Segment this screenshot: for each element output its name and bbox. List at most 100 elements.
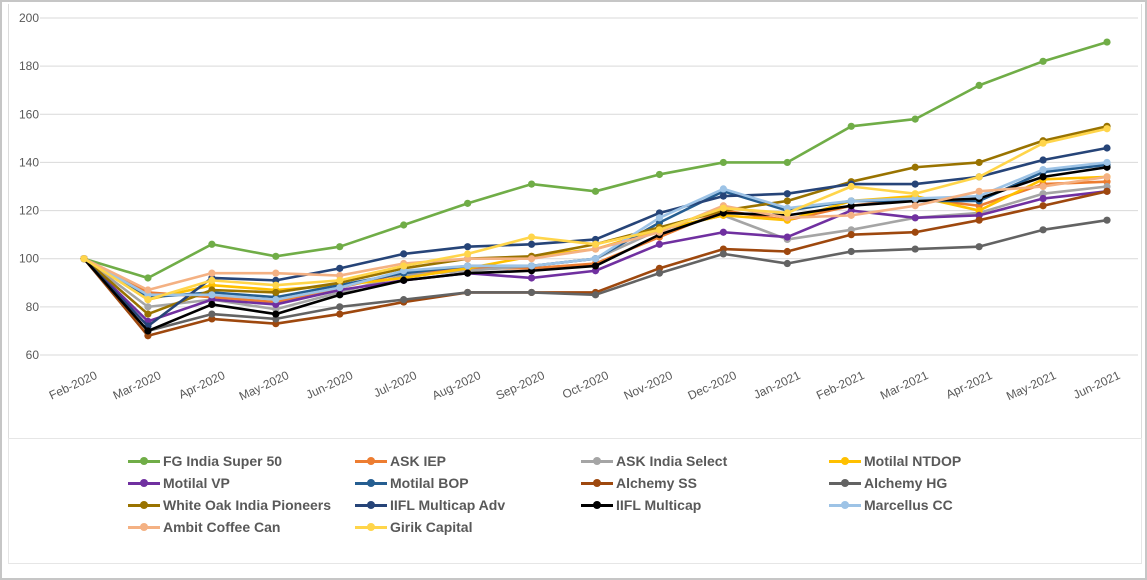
- data-point: [911, 180, 919, 188]
- data-point: [400, 250, 408, 258]
- x-tick-label: Jun-2020: [304, 368, 356, 402]
- data-point: [272, 281, 280, 289]
- data-point: [719, 185, 727, 193]
- y-tick-label: 160: [19, 107, 39, 121]
- data-point: [719, 250, 727, 258]
- legend-label: IIFL Multicap: [616, 497, 702, 513]
- data-point: [144, 327, 152, 335]
- data-point: [208, 291, 216, 299]
- legend-item: IIFL Multicap Adv: [355, 495, 505, 515]
- legend-swatch-icon: [581, 477, 613, 489]
- data-point: [847, 231, 855, 239]
- data-point: [911, 202, 919, 210]
- data-point: [1039, 139, 1047, 147]
- gridlines: [40, 17, 1138, 356]
- legend-swatch-icon: [829, 477, 861, 489]
- x-tick-label: Apr-2020: [176, 368, 227, 402]
- data-point: [400, 296, 408, 304]
- legend-item: Ambit Coffee Can: [128, 517, 280, 537]
- data-point: [719, 228, 727, 236]
- data-point: [655, 269, 664, 277]
- data-point: [975, 243, 983, 251]
- x-tick-label: Sep-2020: [494, 368, 547, 403]
- y-tick-label: 180: [19, 59, 39, 73]
- data-point: [464, 250, 472, 258]
- data-point: [1103, 144, 1111, 152]
- data-point: [1103, 173, 1111, 181]
- data-point: [847, 182, 855, 191]
- x-tick-label: Oct-2020: [560, 368, 611, 402]
- x-tick-label: May-2021: [1004, 368, 1059, 403]
- data-point: [1103, 38, 1111, 46]
- legend-item: ASK IEP: [355, 451, 446, 471]
- data-point: [464, 288, 472, 297]
- x-tick-label: Jun-2021: [1071, 368, 1123, 402]
- data-point: [144, 303, 152, 311]
- legend-label: Motilal NTDOP: [864, 453, 962, 469]
- data-point: [400, 262, 408, 270]
- legend-swatch-icon: [355, 477, 387, 489]
- legend-item: ASK India Select: [581, 451, 727, 471]
- data-point: [911, 228, 919, 236]
- data-point: [272, 269, 280, 277]
- x-tick-label: Jan-2021: [751, 368, 803, 402]
- legend-item: Alchemy HG: [829, 473, 947, 493]
- data-point: [847, 247, 855, 256]
- series-white-oak-india-pioneers: [80, 122, 1111, 318]
- legend-label: Alchemy HG: [864, 475, 948, 491]
- series-marcellus-cc: [80, 158, 1111, 304]
- data-point: [911, 163, 919, 171]
- y-tick-label: 140: [19, 155, 39, 169]
- data-point: [783, 158, 791, 167]
- data-point: [1039, 182, 1047, 191]
- x-tick-label: Nov-2020: [622, 368, 675, 403]
- x-tick-label: Dec-2020: [686, 368, 739, 403]
- legend-item: FG India Super 50: [128, 451, 282, 471]
- data-point: [336, 284, 344, 292]
- legend-item: Marcellus CC: [829, 495, 953, 515]
- legend-label: Girik Capital: [390, 519, 473, 535]
- data-point: [911, 245, 919, 253]
- legend-label: Motilal VP: [163, 475, 230, 491]
- x-tick-label: Feb-2021: [814, 368, 867, 403]
- legend-item: White Oak India Pioneers: [128, 495, 331, 515]
- data-point: [1103, 216, 1111, 224]
- legend-item: Girik Capital: [355, 517, 472, 537]
- data-point: [1039, 226, 1047, 234]
- data-point: [719, 158, 727, 167]
- series-lines: [80, 38, 1111, 340]
- data-point: [911, 115, 919, 123]
- data-point: [783, 247, 791, 256]
- data-point: [783, 259, 791, 268]
- data-point: [1039, 166, 1047, 174]
- data-point: [783, 209, 791, 217]
- data-point: [208, 269, 216, 277]
- data-point: [208, 276, 216, 284]
- data-point: [655, 214, 664, 222]
- data-point: [336, 303, 344, 311]
- data-point: [336, 264, 344, 272]
- legend-swatch-icon: [355, 521, 387, 533]
- data-point: [272, 288, 280, 297]
- legend-swatch-icon: [128, 455, 160, 467]
- data-point: [464, 199, 472, 207]
- data-point: [272, 310, 280, 318]
- data-point: [400, 221, 408, 229]
- data-point: [527, 262, 536, 270]
- data-point: [527, 240, 536, 248]
- data-point: [80, 255, 88, 263]
- legend-swatch-icon: [128, 499, 160, 511]
- y-tick-label: 60: [26, 348, 40, 362]
- data-point: [272, 296, 280, 304]
- legend-item: Motilal VP: [128, 473, 230, 493]
- x-tick-label: Feb-2020: [47, 368, 100, 403]
- data-point: [527, 255, 536, 263]
- data-point: [591, 255, 600, 263]
- legend-label: ASK IEP: [390, 453, 447, 469]
- legend-swatch-icon: [355, 499, 387, 511]
- data-point: [655, 240, 664, 248]
- data-point: [975, 187, 983, 195]
- y-tick-label: 120: [19, 204, 39, 218]
- x-axis-ticks: Feb-2020 Mar-2020 Apr-2020 May-2020 Jun-2020…: [47, 368, 1123, 403]
- legend: FG India Super 50 ASK IEP ASK India Select…: [8, 438, 1142, 564]
